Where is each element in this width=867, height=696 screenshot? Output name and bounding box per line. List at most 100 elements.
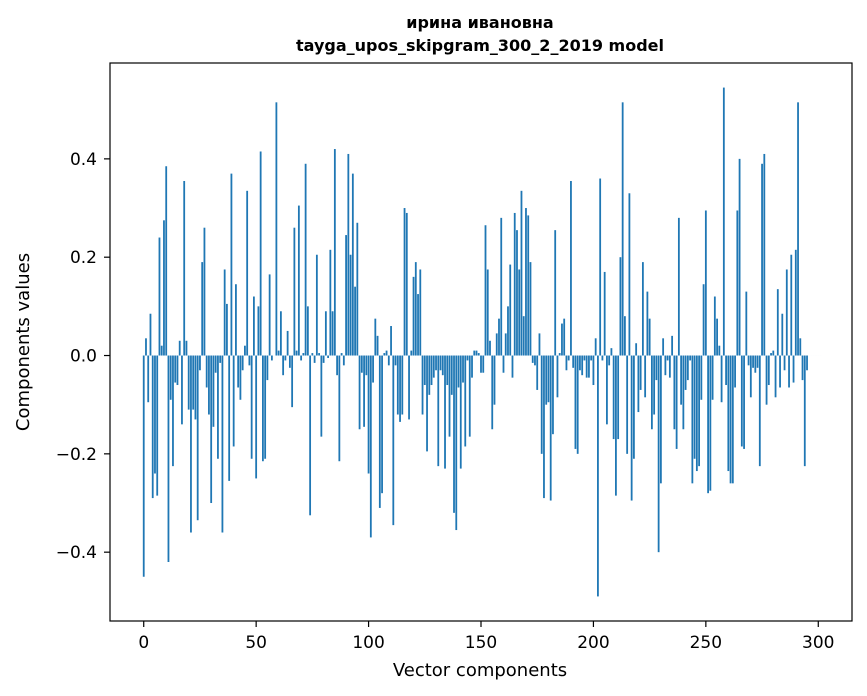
bar-262 <box>731 355 734 484</box>
bar-34 <box>219 355 222 363</box>
bar-64 <box>286 330 289 356</box>
bar-219 <box>635 343 638 356</box>
bar-72 <box>304 163 307 356</box>
bar-167 <box>518 269 521 356</box>
bar-56 <box>268 274 271 356</box>
bar-142 <box>462 355 464 383</box>
bar-251 <box>707 355 709 494</box>
bar-89 <box>342 355 345 366</box>
bar-214 <box>624 316 626 356</box>
bar-247 <box>698 355 700 467</box>
bar-145 <box>468 355 471 437</box>
bar-210 <box>615 355 617 496</box>
bar-238 <box>677 217 680 356</box>
bar-51 <box>257 306 260 356</box>
bar-70 <box>300 355 303 361</box>
x-axis-ticks: 0 50 100 150 200 250 300 <box>138 621 834 653</box>
bar-149 <box>477 353 480 356</box>
bar-61 <box>279 311 282 356</box>
bar-37 <box>226 303 228 356</box>
bar-228 <box>655 355 658 381</box>
bar-27 <box>203 227 206 356</box>
bar-212 <box>619 257 622 356</box>
x-tick-label: 150 <box>465 633 497 653</box>
bar-106 <box>381 355 383 494</box>
bar-42 <box>237 355 240 388</box>
bar-133 <box>441 355 444 376</box>
bar-28 <box>205 355 208 388</box>
bar-50 <box>255 355 258 479</box>
bar-244 <box>691 355 694 484</box>
bar-173 <box>531 355 534 363</box>
bar-147 <box>473 350 476 356</box>
bar-288 <box>790 254 793 356</box>
bar-249 <box>702 284 705 356</box>
bar-112 <box>394 355 397 366</box>
bar-129 <box>432 355 435 378</box>
bar-21 <box>190 355 192 533</box>
bar-234 <box>668 355 671 378</box>
bar-276 <box>763 153 766 356</box>
bar-285 <box>783 355 786 371</box>
bar-65 <box>288 355 291 368</box>
bar-263 <box>734 355 736 388</box>
bar-246 <box>695 355 698 472</box>
bar-186 <box>561 323 563 356</box>
bar-207 <box>608 355 611 366</box>
bar-227 <box>653 355 656 415</box>
bar-31 <box>212 355 215 427</box>
bar-90 <box>345 235 347 356</box>
bar-265 <box>738 158 741 356</box>
bar-164 <box>511 355 514 378</box>
bar-225 <box>648 318 651 356</box>
y-tick-label: 0.0 <box>70 347 97 367</box>
bar-88 <box>340 353 343 356</box>
bar-292 <box>799 338 802 356</box>
bar-114 <box>399 355 401 422</box>
bar-123 <box>419 269 422 356</box>
bar-213 <box>621 102 624 356</box>
bar-169 <box>522 316 525 356</box>
bar-39 <box>230 173 233 356</box>
bar-87 <box>338 355 341 462</box>
bar-153 <box>486 269 489 356</box>
bar-15 <box>176 355 179 386</box>
bar-108 <box>385 350 388 356</box>
bar-268 <box>745 291 748 356</box>
bar-127 <box>428 355 431 395</box>
bar-224 <box>646 291 649 356</box>
bar-93 <box>351 173 354 356</box>
bar-81 <box>324 311 327 356</box>
bar-184 <box>556 355 559 398</box>
bar-141 <box>459 355 462 469</box>
bar-273 <box>756 355 759 368</box>
bar-193 <box>576 355 579 454</box>
bar-97 <box>360 355 363 373</box>
bar-9 <box>163 220 165 356</box>
bar-92 <box>349 254 352 356</box>
bar-240 <box>682 355 685 430</box>
bar-171 <box>527 215 530 356</box>
bar-43 <box>239 355 242 400</box>
bar-279 <box>770 353 772 356</box>
bar-203 <box>599 178 602 356</box>
bar-277 <box>765 355 768 405</box>
x-tick-label: 200 <box>577 633 609 653</box>
bar-95 <box>356 222 359 356</box>
bar-226 <box>650 355 653 430</box>
bar-195 <box>581 355 584 376</box>
bar-274 <box>758 355 761 467</box>
bar-76 <box>313 355 316 363</box>
bar-176 <box>538 333 541 356</box>
bar-252 <box>709 355 712 491</box>
bar-74 <box>309 355 312 516</box>
bar-8 <box>160 345 163 356</box>
bar-113 <box>396 355 399 415</box>
bar-140 <box>457 355 460 388</box>
bar-55 <box>266 355 269 381</box>
bar-218 <box>633 355 635 459</box>
bar-46 <box>246 190 249 356</box>
x-axis-label: Vector components <box>393 660 567 681</box>
bar-96 <box>358 355 361 430</box>
bar-44 <box>241 355 244 371</box>
